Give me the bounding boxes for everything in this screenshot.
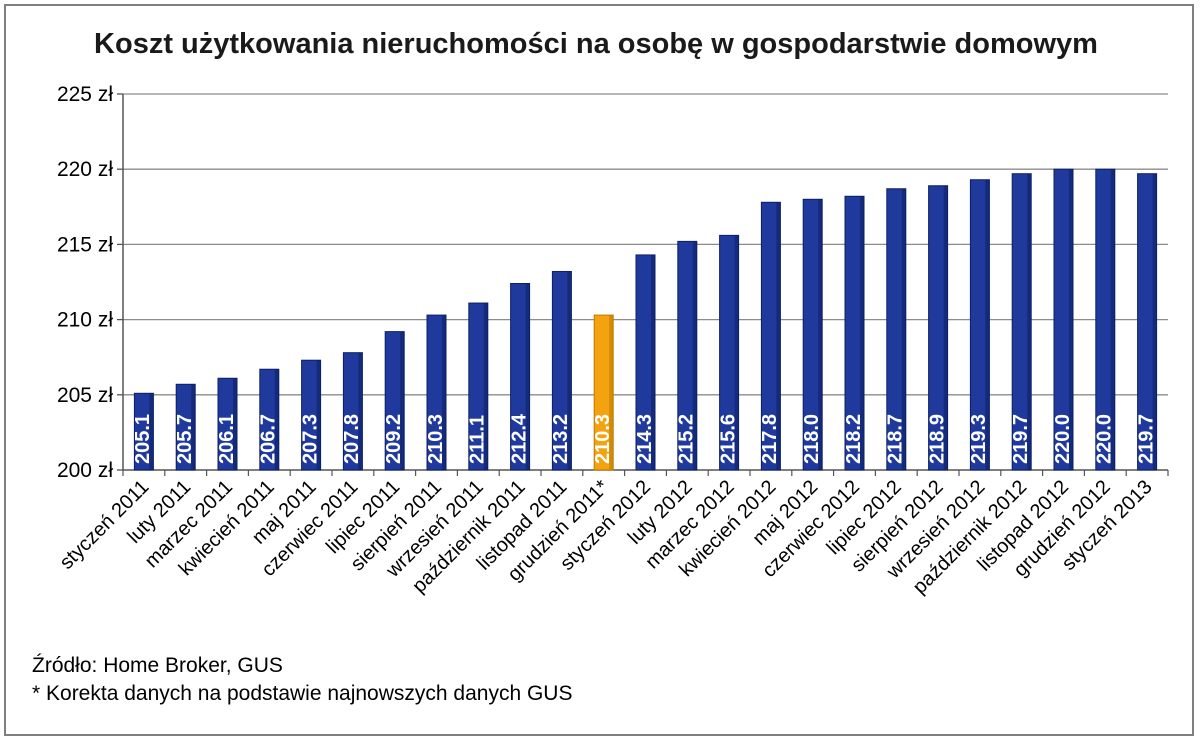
bar-shade bbox=[818, 199, 823, 470]
data-label: 206.1 bbox=[216, 414, 238, 464]
data-label: 205.1 bbox=[132, 414, 154, 464]
source-note: Źródło: Home Broker, GUS bbox=[32, 654, 283, 677]
data-label: 219.7 bbox=[1135, 414, 1157, 464]
data-label: 217.8 bbox=[759, 414, 781, 464]
data-label: 218.9 bbox=[926, 414, 948, 464]
data-label: 209.2 bbox=[383, 414, 405, 464]
bar-shade bbox=[943, 185, 948, 470]
bar-shade bbox=[316, 360, 321, 470]
y-tick-label: 200 zł bbox=[57, 459, 113, 482]
bar-shade bbox=[985, 179, 990, 470]
bar-shade bbox=[1152, 173, 1157, 470]
bar-shade bbox=[1069, 169, 1073, 470]
data-label: 219.7 bbox=[1010, 414, 1032, 464]
data-label: 205.7 bbox=[174, 414, 196, 464]
data-label: 215.2 bbox=[676, 414, 698, 464]
data-label: 210.3 bbox=[592, 414, 614, 464]
y-tick-label: 220 zł bbox=[57, 158, 113, 181]
data-label: 214.3 bbox=[634, 414, 656, 464]
y-tick-label: 205 zł bbox=[57, 384, 113, 407]
y-tick-label: 215 zł bbox=[57, 233, 113, 256]
data-label: 211.1 bbox=[467, 415, 489, 464]
bar-shade bbox=[1027, 173, 1032, 470]
bar-shade bbox=[1110, 169, 1115, 470]
bar-shade bbox=[525, 283, 530, 470]
bar-shade bbox=[860, 196, 864, 470]
chart-frame: Koszt użytkowania nieruchomości na osobę… bbox=[4, 4, 1194, 736]
data-label: 207.8 bbox=[341, 414, 363, 464]
bar-shade bbox=[483, 303, 488, 470]
bar-shade bbox=[233, 378, 237, 470]
bar-shade bbox=[567, 271, 572, 470]
data-label: 207.3 bbox=[299, 414, 321, 464]
bar-shade bbox=[776, 202, 781, 470]
bar-shade bbox=[651, 254, 655, 470]
chart-title: Koszt użytkowania nieruchomości na osobę… bbox=[94, 28, 1098, 60]
bar-shade bbox=[692, 241, 697, 470]
data-label: 206.7 bbox=[258, 414, 280, 464]
y-tick-label: 210 zł bbox=[57, 309, 113, 332]
data-label: 212.4 bbox=[508, 413, 530, 464]
bar-shade bbox=[734, 235, 739, 470]
bar-shade bbox=[609, 315, 614, 470]
bar-chart: 200 zł 205 zł 210 zł 215 zł 220 zł 225 zł 205.… bbox=[56, 83, 1169, 598]
bar-shade bbox=[274, 369, 279, 470]
data-label: 219.3 bbox=[968, 414, 990, 464]
data-label: 210.3 bbox=[425, 414, 447, 464]
y-tick-label: 225 zł bbox=[57, 83, 113, 106]
bar-shade bbox=[400, 331, 405, 470]
data-label: 218.2 bbox=[843, 414, 865, 464]
data-label: 215.6 bbox=[717, 414, 739, 464]
footnote: * Korekta danych na podstawie najnowszyc… bbox=[32, 682, 573, 705]
bar-shade bbox=[149, 393, 154, 470]
bar-shade bbox=[191, 384, 196, 470]
bar-shade bbox=[901, 188, 906, 470]
bar-shade bbox=[442, 315, 446, 470]
data-label: 220.0 bbox=[1052, 414, 1074, 464]
data-label: 220.0 bbox=[1094, 414, 1116, 464]
bar-shade bbox=[358, 352, 363, 470]
data-label: 213.2 bbox=[550, 414, 572, 464]
data-label: 218.0 bbox=[801, 414, 823, 464]
data-label: 218.7 bbox=[885, 414, 907, 464]
